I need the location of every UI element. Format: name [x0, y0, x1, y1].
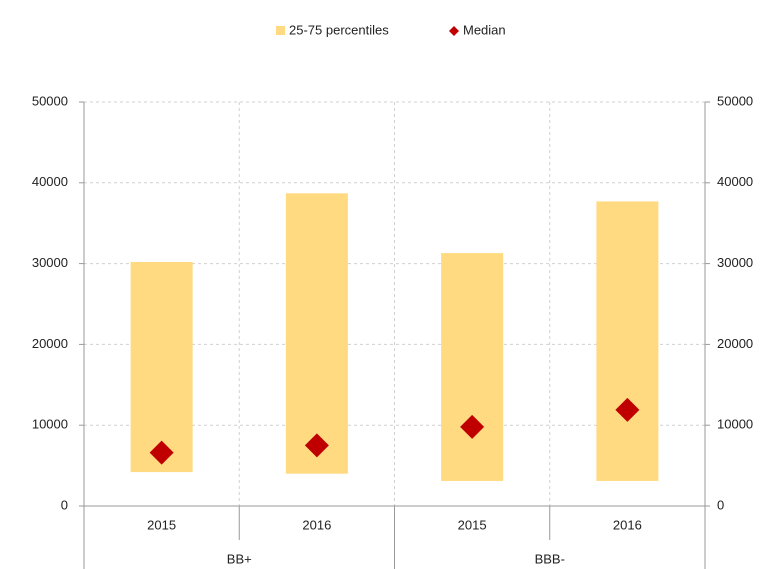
y2-tick-label: 50000	[717, 93, 753, 108]
median-marker	[460, 414, 485, 439]
group-label: BB+	[227, 551, 252, 566]
y-tick-label: 30000	[32, 255, 68, 270]
legend-swatch	[449, 26, 459, 36]
legend-swatch	[276, 26, 285, 35]
bar	[596, 201, 659, 481]
y2-tick-label: 30000	[717, 255, 753, 270]
y-tick-label: 40000	[32, 174, 68, 189]
x-tick-label: 2016	[302, 517, 331, 532]
median-marker	[304, 433, 329, 458]
y-tick-label: 0	[61, 497, 68, 512]
y2-tick-label: 40000	[717, 174, 753, 189]
y2-tick-label: 10000	[717, 417, 753, 432]
legend-label: 25-75 percentiles	[289, 22, 389, 37]
median-marker	[615, 397, 640, 422]
y-tick-label: 10000	[32, 417, 68, 432]
x-tick-label: 2015	[458, 517, 487, 532]
legend-label: Median	[463, 22, 506, 37]
bar	[285, 193, 348, 474]
group-label: BBB-	[535, 551, 565, 566]
y2-tick-label: 0	[717, 497, 724, 512]
y2-tick-label: 20000	[717, 336, 753, 351]
x-tick-label: 2015	[147, 517, 176, 532]
y-tick-label: 20000	[32, 336, 68, 351]
x-tick-label: 2016	[613, 517, 642, 532]
bar	[441, 253, 504, 481]
y-tick-label: 50000	[32, 93, 68, 108]
median-marker	[149, 440, 174, 465]
bar	[130, 261, 193, 473]
